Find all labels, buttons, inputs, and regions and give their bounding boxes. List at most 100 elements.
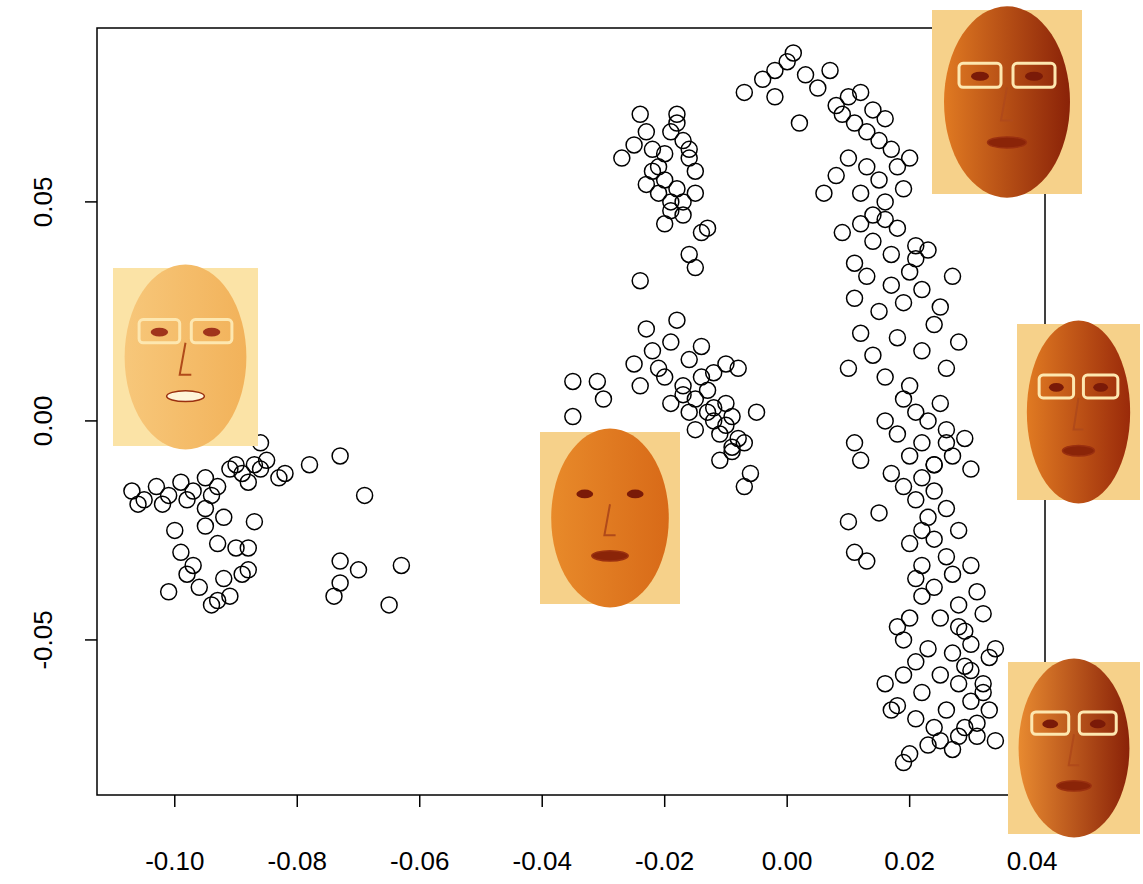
point	[938, 702, 954, 718]
point	[595, 391, 611, 407]
point	[951, 597, 967, 613]
y-tick-label: -0.05	[28, 610, 58, 669]
point	[749, 404, 765, 420]
point	[161, 584, 177, 600]
point	[926, 317, 942, 333]
x-tick-label: 0.02	[884, 846, 935, 876]
point	[130, 496, 146, 512]
point	[381, 597, 397, 613]
point	[681, 352, 697, 368]
face-image	[540, 429, 680, 608]
point	[859, 553, 875, 569]
x-tick	[419, 795, 421, 807]
point	[565, 373, 581, 389]
point	[216, 509, 232, 525]
point	[626, 356, 642, 372]
x-tick	[786, 795, 788, 807]
point	[938, 501, 954, 517]
point	[896, 391, 912, 407]
point	[712, 426, 728, 442]
point	[197, 501, 213, 517]
point	[981, 649, 997, 665]
point	[185, 557, 201, 573]
point	[877, 676, 893, 692]
point	[240, 474, 256, 490]
point	[951, 676, 967, 692]
point	[877, 111, 893, 127]
point	[253, 461, 269, 477]
point	[210, 593, 226, 609]
point	[185, 483, 201, 499]
point	[853, 325, 869, 341]
point	[902, 448, 918, 464]
point	[908, 654, 924, 670]
point	[663, 334, 679, 350]
point	[926, 457, 942, 473]
point	[724, 409, 740, 425]
point	[644, 343, 660, 359]
point	[945, 645, 961, 661]
point	[657, 146, 673, 162]
point	[638, 124, 654, 140]
point	[228, 457, 244, 473]
point	[883, 141, 899, 157]
point	[675, 387, 691, 403]
y-tick-label: 0.05	[28, 177, 58, 228]
point	[332, 448, 348, 464]
point	[277, 465, 293, 481]
point	[865, 233, 881, 249]
face-image	[1008, 659, 1140, 838]
point	[951, 619, 967, 635]
point	[853, 216, 869, 232]
point	[920, 641, 936, 657]
point	[706, 400, 722, 416]
y-tick	[85, 201, 97, 203]
point	[877, 413, 893, 429]
point	[651, 360, 667, 376]
point	[908, 571, 924, 587]
point	[785, 45, 801, 61]
point	[614, 150, 630, 166]
point	[932, 299, 948, 315]
point	[357, 487, 373, 503]
point	[632, 378, 648, 394]
point	[626, 137, 642, 153]
point	[908, 492, 924, 508]
point	[883, 277, 899, 293]
point	[687, 185, 703, 201]
point	[963, 461, 979, 477]
plot-frame	[97, 28, 1045, 795]
point	[834, 225, 850, 241]
point	[938, 435, 954, 451]
point	[902, 610, 918, 626]
point	[840, 360, 856, 376]
point	[755, 71, 771, 87]
point	[932, 395, 948, 411]
point	[853, 84, 869, 100]
point	[963, 663, 979, 679]
point	[889, 330, 905, 346]
point	[161, 487, 177, 503]
point	[840, 514, 856, 530]
x-tick	[174, 795, 176, 807]
point	[681, 404, 697, 420]
point	[197, 518, 213, 534]
point	[822, 62, 838, 78]
point	[981, 702, 997, 718]
point	[871, 303, 887, 319]
point	[902, 150, 918, 166]
point	[350, 562, 366, 578]
point	[681, 141, 697, 157]
point	[810, 80, 826, 96]
point	[687, 163, 703, 179]
point	[920, 242, 936, 258]
point	[926, 457, 942, 473]
point	[914, 470, 930, 486]
point	[216, 571, 232, 587]
point	[326, 588, 342, 604]
point	[896, 479, 912, 495]
point	[791, 115, 807, 131]
point	[332, 553, 348, 569]
y-tick	[85, 420, 97, 422]
point	[896, 295, 912, 311]
